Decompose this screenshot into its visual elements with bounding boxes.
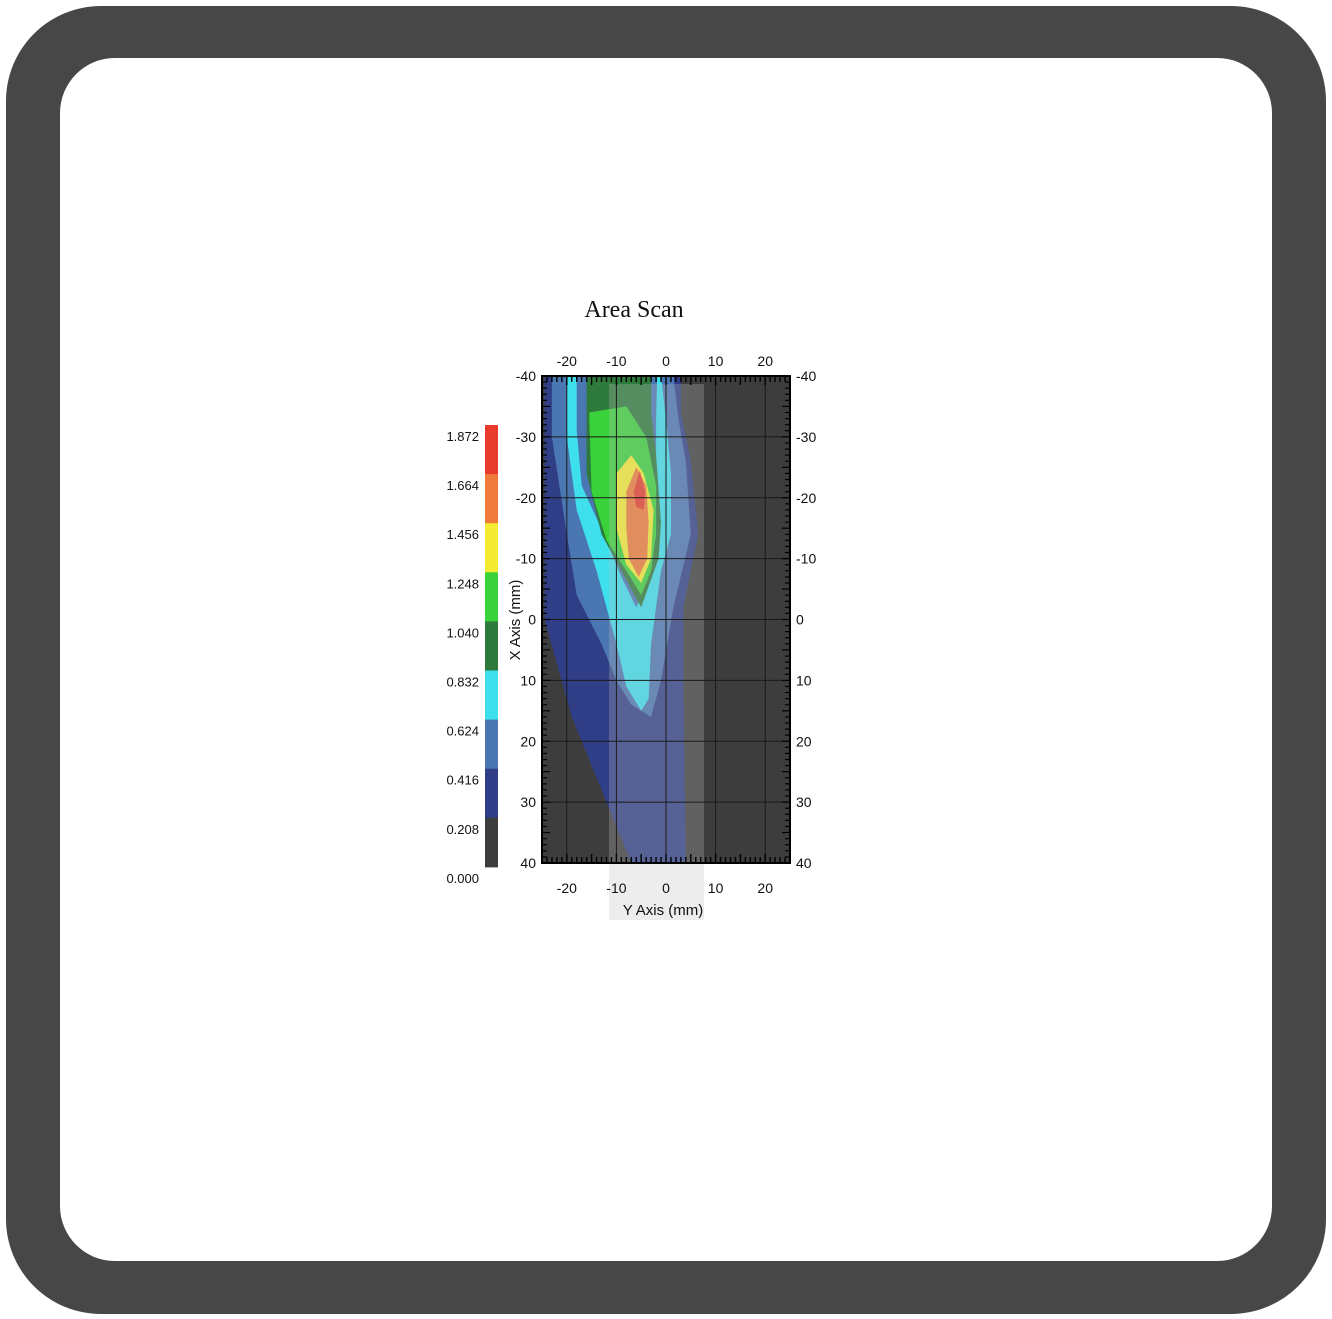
y-axis-title: X Axis (mm) xyxy=(507,580,524,661)
sample-overlay xyxy=(609,384,704,920)
colorbar-segment xyxy=(485,523,498,573)
y-tick-label-right: 40 xyxy=(796,855,812,871)
y-tick-label-right: -10 xyxy=(796,551,816,567)
y-tick-label-left: -10 xyxy=(516,551,536,567)
x-tick-label-bottom: 10 xyxy=(708,880,724,896)
x-tick-label-top: -10 xyxy=(606,353,626,369)
x-tick-label-bottom: -20 xyxy=(557,880,577,896)
x-axis-title: Y Axis (mm) xyxy=(623,902,704,919)
colorbar-segment xyxy=(485,670,498,721)
y-tick-label-left: -20 xyxy=(516,490,536,506)
y-tick-label-left: 40 xyxy=(520,855,536,871)
x-tick-label-bottom: 0 xyxy=(662,880,670,896)
colorbar-segment xyxy=(485,817,498,868)
x-tick-label-top: 20 xyxy=(757,353,773,369)
colorbar-label: 0.832 xyxy=(446,675,479,690)
y-tick-label-right: 0 xyxy=(796,612,804,628)
y-tick-label-left: -30 xyxy=(516,429,536,445)
y-tick-label-left: 10 xyxy=(520,672,536,688)
x-tick-label-top: 0 xyxy=(662,353,670,369)
colorbar-label: 1.664 xyxy=(446,478,479,493)
y-tick-label-left: 20 xyxy=(520,733,536,749)
colorbar-label: 1.456 xyxy=(446,527,479,542)
x-tick-label-top: 10 xyxy=(708,353,724,369)
colorbar-segment xyxy=(485,768,498,819)
y-tick-label-right: -40 xyxy=(796,368,816,384)
x-tick-label-bottom: -10 xyxy=(606,880,626,896)
plot-area xyxy=(541,375,791,920)
colorbar-label: 0.208 xyxy=(446,822,479,837)
colorbar-segment xyxy=(485,425,498,475)
colorbar-label: 1.872 xyxy=(446,429,479,444)
colorbar-label: 0.000 xyxy=(446,871,479,886)
y-tick-label-left: 30 xyxy=(520,794,536,810)
y-tick-label-left: 0 xyxy=(528,612,536,628)
y-tick-label-right: -30 xyxy=(796,429,816,445)
tick-layer xyxy=(541,375,791,864)
colorbar-label: 0.624 xyxy=(446,724,479,739)
y-tick-label-right: 10 xyxy=(796,672,812,688)
y-tick-label-right: 30 xyxy=(796,794,812,810)
colorbar-label: 1.040 xyxy=(446,625,479,640)
y-tick-label-right: -20 xyxy=(796,490,816,506)
colorbar-segment xyxy=(485,474,498,524)
chart-title: Area Scan xyxy=(584,297,683,323)
colorbar-label: 0.416 xyxy=(446,773,479,788)
colorbar-segment xyxy=(485,621,498,671)
colorbar: 1.872 1.664 1.456 1.248 1.040 0.832 0.624 0.416… xyxy=(446,425,498,886)
colorbar-segment xyxy=(485,719,498,770)
y-tick-label-right: 20 xyxy=(796,733,812,749)
colorbar-segment xyxy=(485,572,498,622)
x-tick-label-top: -20 xyxy=(557,353,577,369)
y-tick-label-left: -40 xyxy=(516,368,536,384)
contour-band-1-872 xyxy=(633,470,646,510)
x-tick-label-bottom: 20 xyxy=(757,880,773,896)
colorbar-label: 1.248 xyxy=(446,576,479,591)
